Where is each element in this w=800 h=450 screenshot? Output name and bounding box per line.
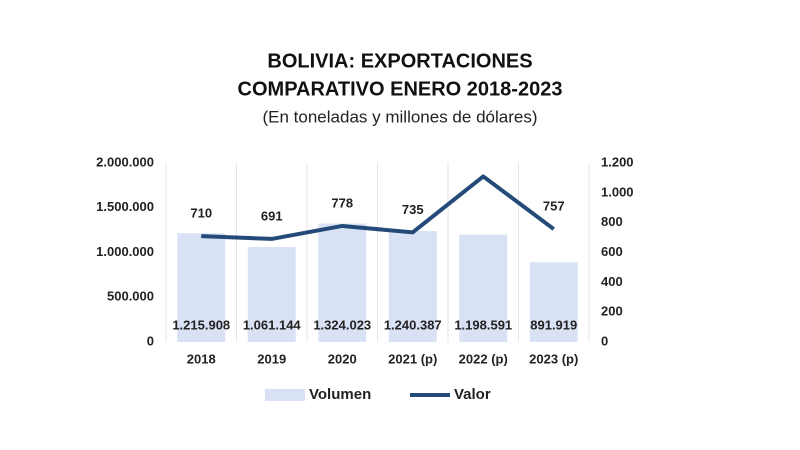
bar (247, 247, 296, 342)
legend-swatch (265, 389, 305, 401)
legend-label: Valor (454, 386, 491, 403)
y-tick-label: 500.000 (107, 289, 154, 304)
line (201, 174, 555, 241)
y2-tick-label: 400 (601, 274, 623, 289)
y2-tick-label: 1.000 (601, 184, 634, 199)
chart-title: BOLIVIA: EXPORTACIONES (267, 50, 532, 72)
x-tick-label: 2020 (328, 351, 357, 366)
bar (318, 223, 367, 342)
y2-tick-label: 800 (601, 214, 623, 229)
x-tick-label: 2023 (p) (529, 351, 578, 366)
line-value-label: 778 (331, 195, 353, 210)
y2-tick-label: 0 (601, 333, 608, 348)
chart-title: COMPARATIVO ENERO 2018-2023 (238, 78, 563, 100)
y-tick-label: 1.000.000 (96, 244, 154, 259)
y-tick-label: 0 (147, 333, 154, 348)
x-tick-label: 2018 (187, 351, 216, 366)
x-tick-label: 2019 (257, 351, 286, 366)
y2-tick-label: 600 (601, 244, 623, 259)
bar (529, 262, 578, 342)
bar (459, 234, 508, 342)
bar-value-label: 1.240.387 (384, 317, 442, 332)
bar (177, 233, 226, 342)
bar-value-label: 1.061.144 (243, 317, 302, 332)
bar-value-label: 1.215.908 (172, 317, 230, 332)
y-tick-label: 2.000.000 (96, 154, 154, 169)
line-value-label: 757 (543, 199, 565, 214)
y-tick-label: 1.500.000 (96, 199, 154, 214)
line-value-label: 735 (402, 202, 424, 217)
legend-label: Volumen (309, 386, 371, 403)
x-tick-label: 2022 (p) (459, 351, 508, 366)
bar-value-label: 891.919 (530, 317, 577, 332)
chart-subtitle: (En toneladas y millones de dólares) (263, 107, 538, 126)
line-value-label: 710 (190, 206, 212, 221)
y2-tick-label: 1.200 (601, 154, 634, 169)
bar (388, 230, 437, 342)
bar-value-label: 1.198.591 (454, 317, 512, 332)
y2-tick-label: 200 (601, 304, 623, 319)
line-value-label: 691 (261, 208, 283, 223)
bar-value-label: 1.324.023 (313, 317, 371, 332)
x-tick-label: 2021 (p) (388, 351, 437, 366)
